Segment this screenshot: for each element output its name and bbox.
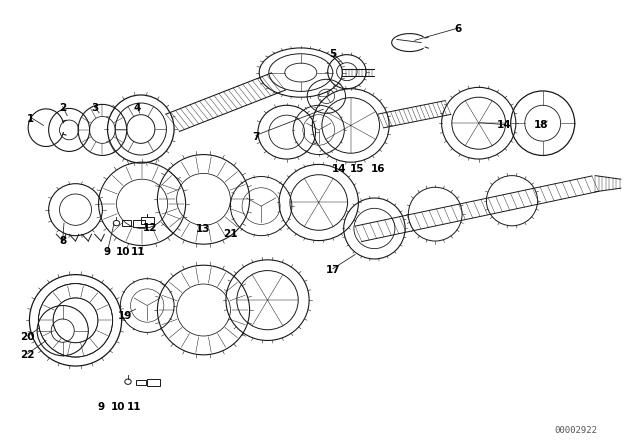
Text: 5: 5 <box>329 49 337 59</box>
Text: 18: 18 <box>534 121 548 130</box>
Text: 19: 19 <box>118 311 132 321</box>
Text: 17: 17 <box>326 265 340 275</box>
Text: 00002922: 00002922 <box>554 426 598 435</box>
Text: 9: 9 <box>97 402 105 412</box>
Text: 9: 9 <box>104 247 111 257</box>
Text: 4: 4 <box>134 103 141 112</box>
Text: 20: 20 <box>20 332 35 342</box>
Text: 14: 14 <box>332 164 346 174</box>
Text: 22: 22 <box>20 350 35 360</box>
Text: 11: 11 <box>127 402 141 412</box>
Text: 16: 16 <box>371 164 385 174</box>
Text: 2: 2 <box>59 103 67 112</box>
Text: 10: 10 <box>111 402 125 412</box>
Text: 21: 21 <box>223 229 237 239</box>
Text: 15: 15 <box>350 164 364 174</box>
Text: 8: 8 <box>59 236 67 246</box>
Text: 13: 13 <box>196 224 211 234</box>
Text: 10: 10 <box>116 247 130 257</box>
Text: 1: 1 <box>27 114 35 124</box>
Text: 6: 6 <box>454 24 461 34</box>
Text: 14: 14 <box>497 121 511 130</box>
Text: 11: 11 <box>131 247 145 257</box>
Text: 7: 7 <box>252 132 260 142</box>
Text: 3: 3 <box>91 103 99 112</box>
Text: 12: 12 <box>143 224 157 233</box>
